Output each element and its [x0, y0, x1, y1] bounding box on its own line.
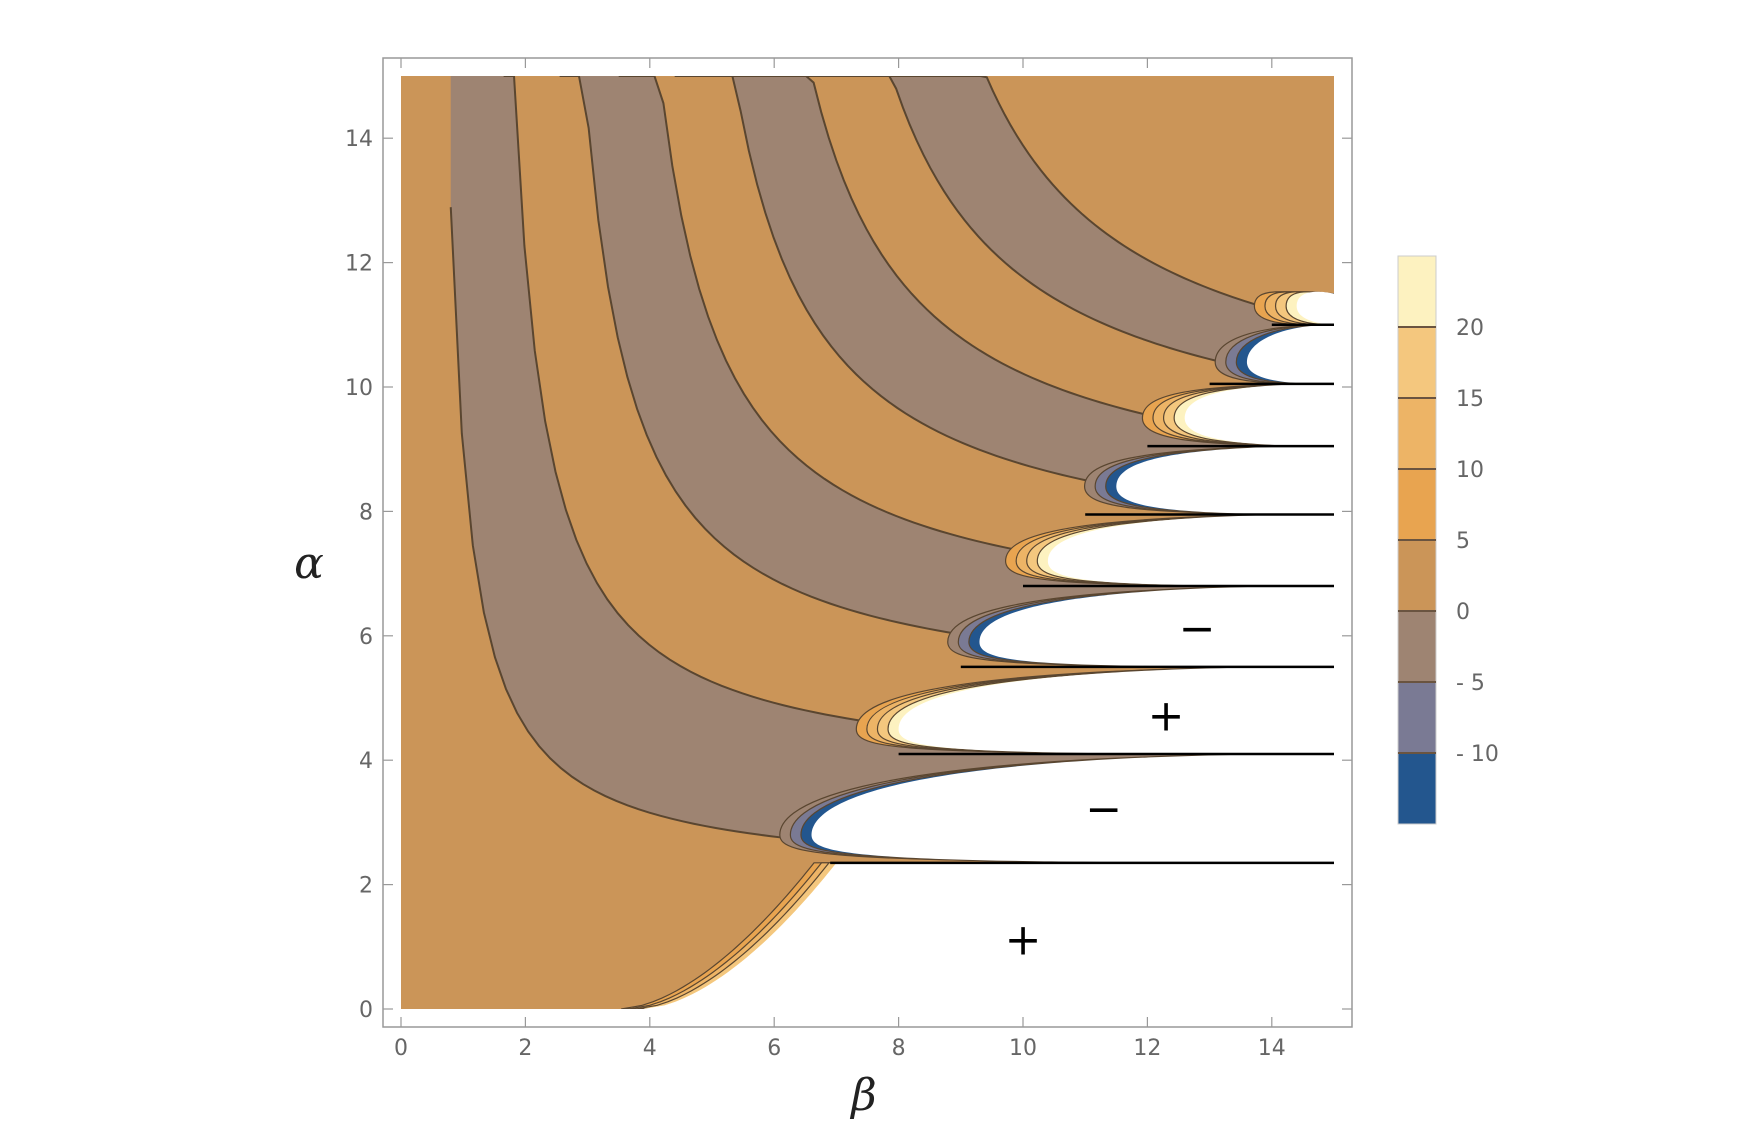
- undefined-region-bottom: [643, 862, 1334, 1009]
- region-sign-label: +: [1148, 691, 1185, 742]
- y-tick-label: 0: [359, 998, 373, 1023]
- plot-area: [401, 76, 1334, 1009]
- colorbar-level-label: 15: [1456, 387, 1484, 412]
- colorbar-level-label: 5: [1456, 529, 1470, 554]
- axis-ticks: [383, 58, 1352, 1027]
- colorbar-level-label: - 10: [1456, 742, 1499, 767]
- contour-band-7: [855, 76, 1334, 325]
- colorbar-band: [1398, 682, 1436, 753]
- x-tick-label: 12: [1133, 1036, 1161, 1061]
- colorbar-band: [1398, 753, 1436, 824]
- colorbar-legend: 20 15 10 5 0 - 5 - 10: [1397, 255, 1499, 825]
- colorbar-band: [1398, 398, 1436, 469]
- colorbar-level-label: - 5: [1456, 671, 1485, 696]
- region-sign-label: +: [1005, 915, 1042, 966]
- x-tick-label: 4: [643, 1036, 657, 1061]
- axis-tick-labels: 0 2 4 6 8 10 12 14 0 2 4 6 8 10 12 14: [345, 127, 1286, 1061]
- region-sign-label: −: [1085, 784, 1122, 835]
- y-tick-label: 2: [359, 874, 373, 899]
- lobe-3-undefined: [1047, 514, 1334, 587]
- y-tick-label: 6: [359, 625, 373, 650]
- lobe-1-undefined: [898, 666, 1334, 754]
- colorbar-band: [1398, 469, 1436, 540]
- y-tick-label: 4: [359, 749, 373, 774]
- y-tick-label: 14: [345, 127, 373, 152]
- colorbar-level-label: 10: [1456, 458, 1484, 483]
- y-tick-label: 12: [345, 252, 373, 277]
- x-tick-label: 2: [518, 1036, 532, 1061]
- lobe-4-undefined: [1116, 446, 1334, 515]
- colorbar-level-label: 0: [1456, 600, 1470, 625]
- x-tick-label: 0: [394, 1036, 408, 1061]
- colorbar-level-label: 20: [1456, 316, 1484, 341]
- y-axis-label: α: [294, 538, 324, 589]
- lobe-0-undefined: [811, 753, 1334, 863]
- y-tick-label: 10: [345, 376, 373, 401]
- y-tick-label: 8: [359, 500, 373, 525]
- colorbar-band: [1398, 611, 1436, 682]
- x-tick-label: 10: [1009, 1036, 1037, 1061]
- colorbar-band: [1398, 540, 1436, 611]
- x-axis-label: β: [849, 1070, 876, 1121]
- lobe-5-undefined: [1184, 383, 1334, 447]
- lobe-6-undefined: [1246, 324, 1334, 384]
- region-sign-label: −: [1179, 604, 1216, 655]
- x-tick-label: 8: [892, 1036, 906, 1061]
- x-tick-label: 6: [767, 1036, 781, 1061]
- colorbar-band: [1398, 327, 1436, 398]
- lobe-7-undefined: [1296, 291, 1334, 325]
- lobe-2-undefined: [979, 586, 1334, 667]
- x-tick-label: 14: [1258, 1036, 1286, 1061]
- region-sign-labels: +−+−: [1005, 604, 1216, 966]
- plot-frame: [382, 57, 1353, 1028]
- colorbar-band: [1398, 256, 1436, 327]
